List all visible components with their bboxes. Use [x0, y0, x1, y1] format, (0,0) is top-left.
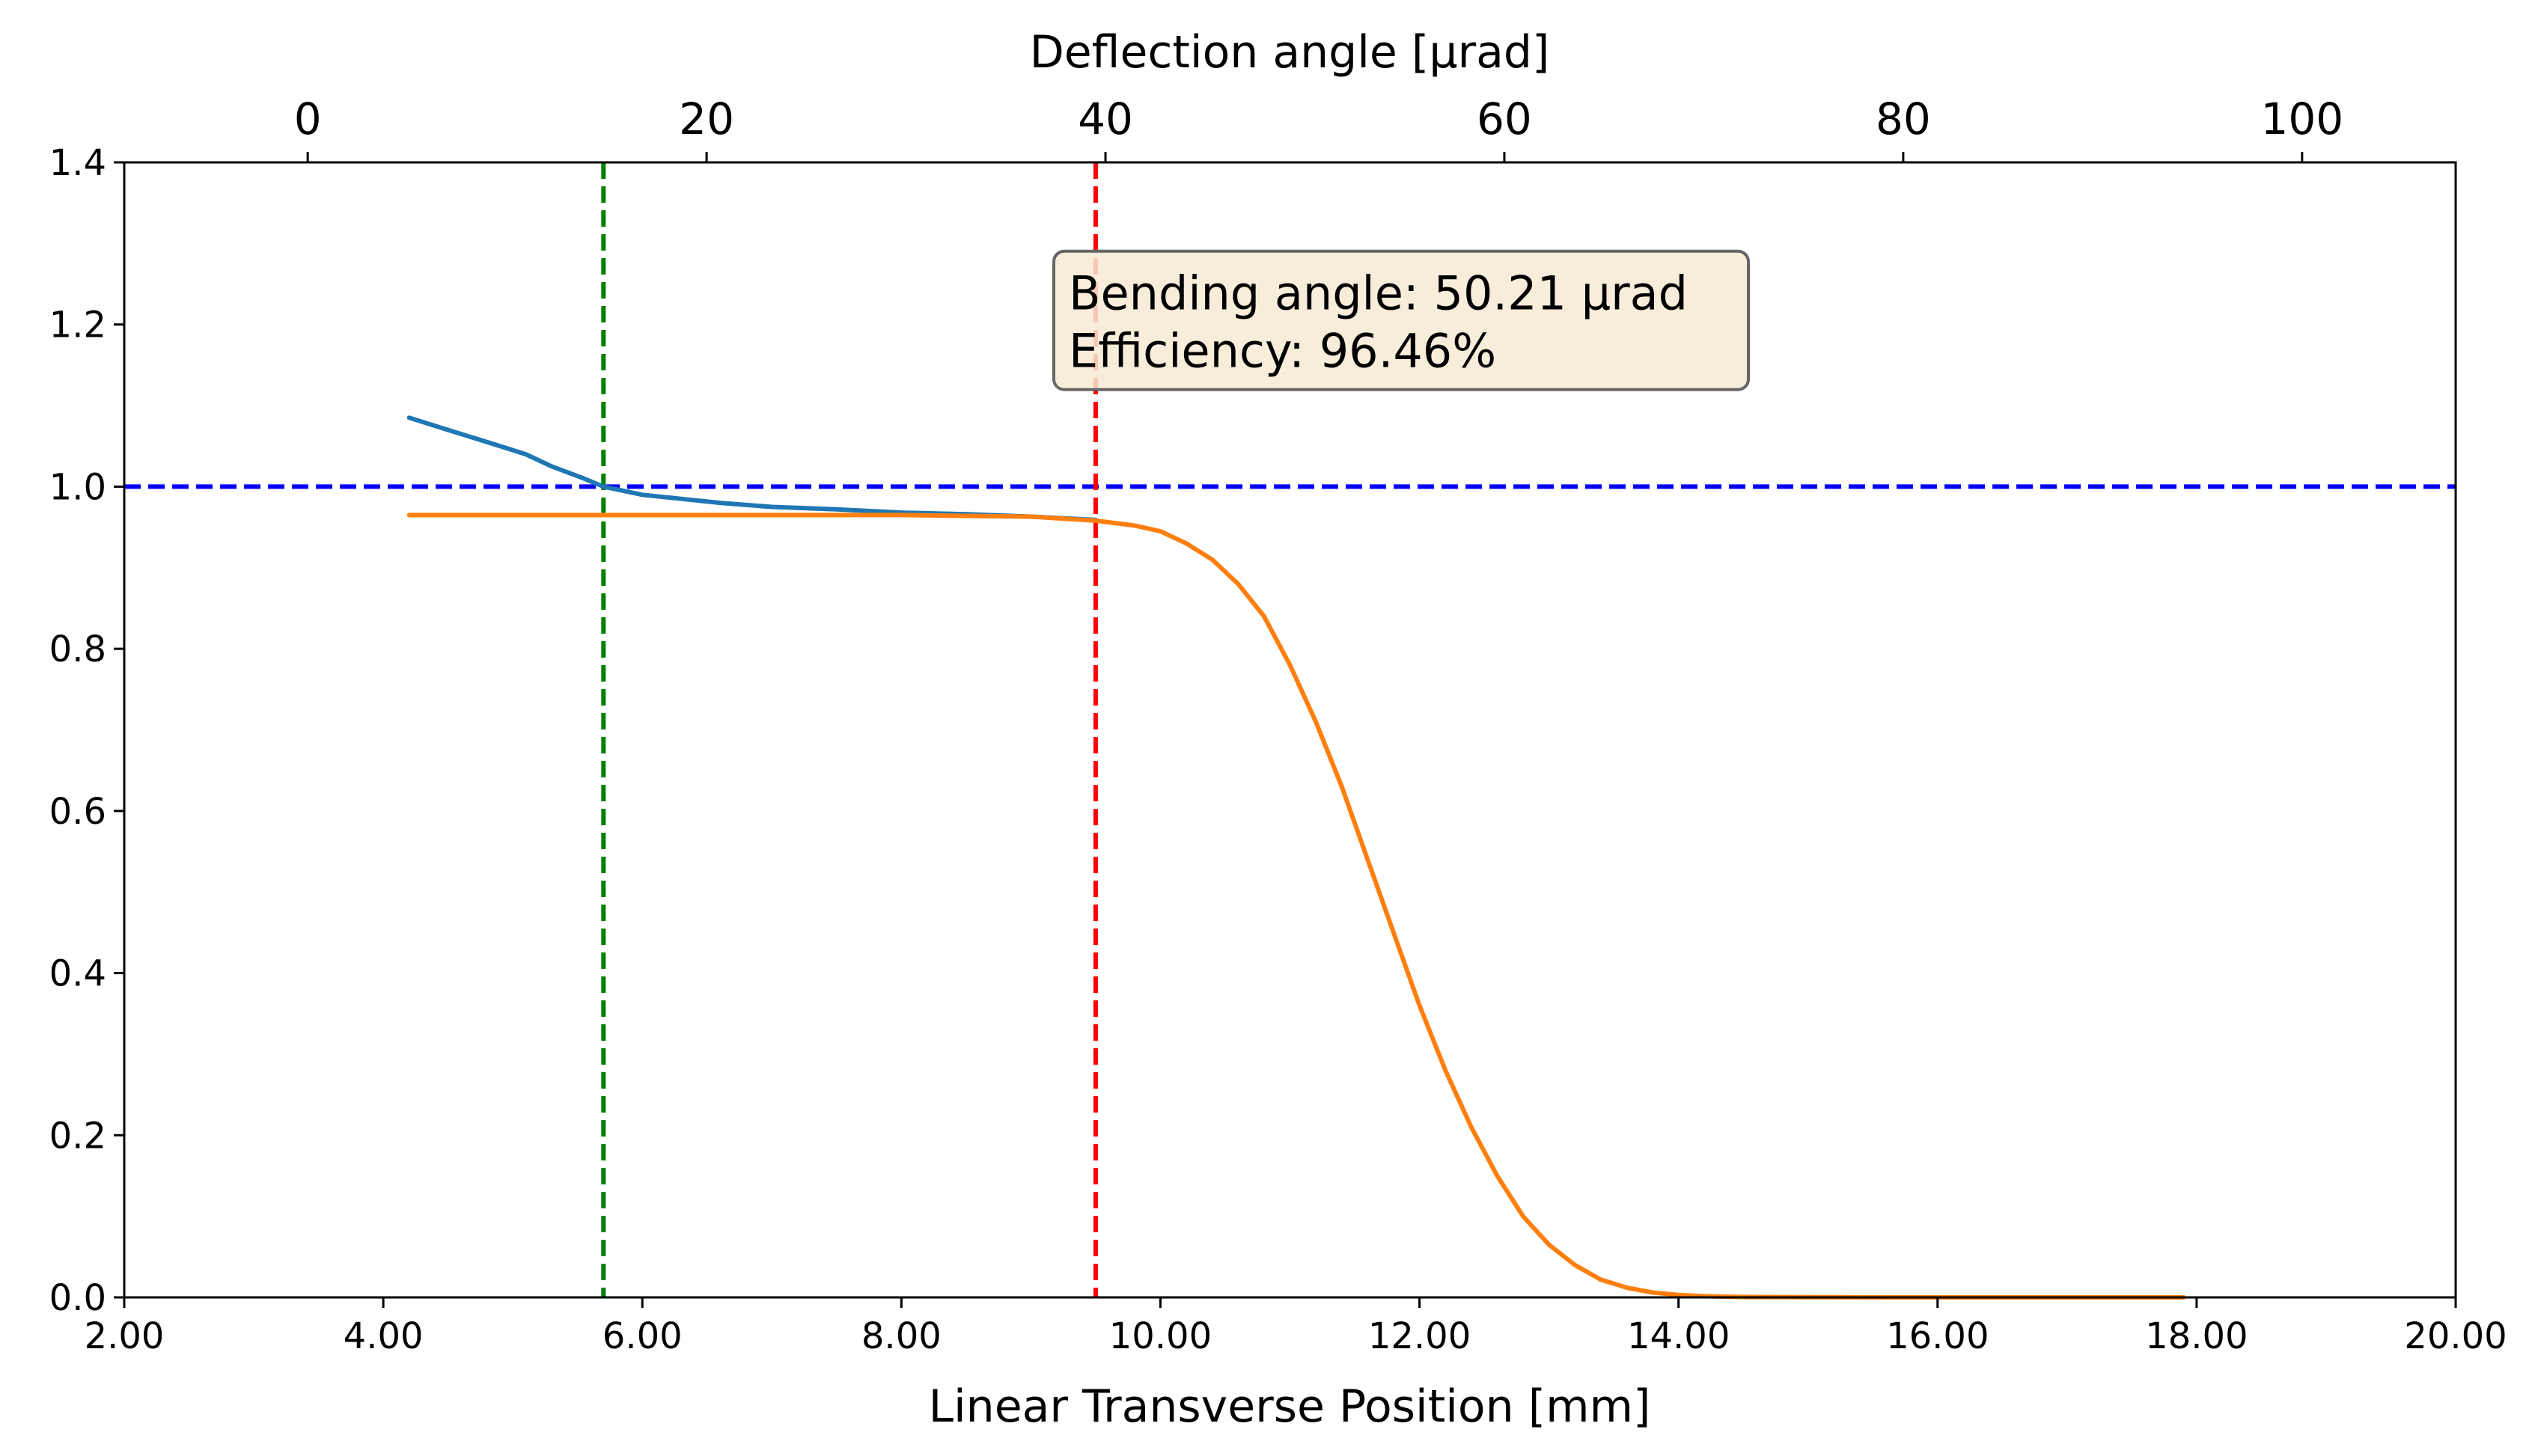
y-tick-label: 0.2 — [49, 1115, 106, 1157]
y-tick-label: 0.8 — [49, 628, 106, 670]
x-axis-title: Linear Transverse Position [mm] — [929, 1380, 1651, 1433]
reference-lines — [124, 162, 2456, 1297]
x-tick-label: 20.00 — [2404, 1315, 2507, 1357]
x-tick-label: 6.00 — [603, 1315, 683, 1357]
y-tick-label: 1.0 — [49, 466, 106, 508]
y-axis-ticks: 0.0 0.2 0.4 0.6 0.8 1.0 1.2 1.4 — [49, 142, 124, 1319]
y-tick-label: 0.6 — [49, 791, 106, 833]
x-tick-label: 8.00 — [861, 1315, 942, 1357]
y-tick-label: 1.4 — [49, 142, 106, 184]
secondary-x-tick-label: 60 — [1477, 94, 1532, 144]
secondary-x-axis-title: Deflection angle [μrad] — [1030, 26, 1550, 79]
annotation-box: Bending angle: 50.21 μrad Efficiency: 96… — [1052, 249, 1750, 391]
annotation-bending-angle: Bending angle: 50.21 μrad — [1069, 266, 1688, 321]
x-axis-ticks: 2.00 4.00 6.00 8.00 10.00 12.00 14.00 16.00 18.0… — [85, 1297, 2507, 1357]
series-line-1 — [406, 513, 2186, 1300]
x-tick-label: 16.00 — [1886, 1315, 1989, 1357]
annotation-efficiency: Efficiency: 96.46% — [1069, 324, 1496, 379]
secondary-x-tick-label: 80 — [1876, 94, 1931, 144]
series-layer — [406, 415, 2186, 1300]
secondary-x-tick-label: 0 — [294, 94, 322, 144]
secondary-x-axis-ticks: 0 20 40 60 80 100 — [294, 94, 2343, 162]
secondary-x-tick-label: 100 — [2260, 94, 2343, 144]
x-tick-label: 4.00 — [344, 1315, 424, 1357]
y-tick-label: 1.2 — [49, 305, 106, 346]
annotation-background — [1052, 249, 1750, 391]
secondary-x-tick-label: 20 — [679, 94, 734, 144]
plot-frame — [123, 161, 2457, 1299]
x-tick-label: 18.00 — [2145, 1315, 2248, 1357]
x-tick-label: 14.00 — [1627, 1315, 1730, 1357]
y-tick-label: 0.0 — [49, 1277, 106, 1319]
x-tick-label: 10.00 — [1109, 1315, 1212, 1357]
x-tick-label: 2.00 — [85, 1315, 165, 1357]
x-tick-label: 12.00 — [1368, 1315, 1471, 1357]
y-tick-label: 0.4 — [49, 953, 106, 995]
secondary-x-tick-label: 40 — [1078, 94, 1133, 144]
